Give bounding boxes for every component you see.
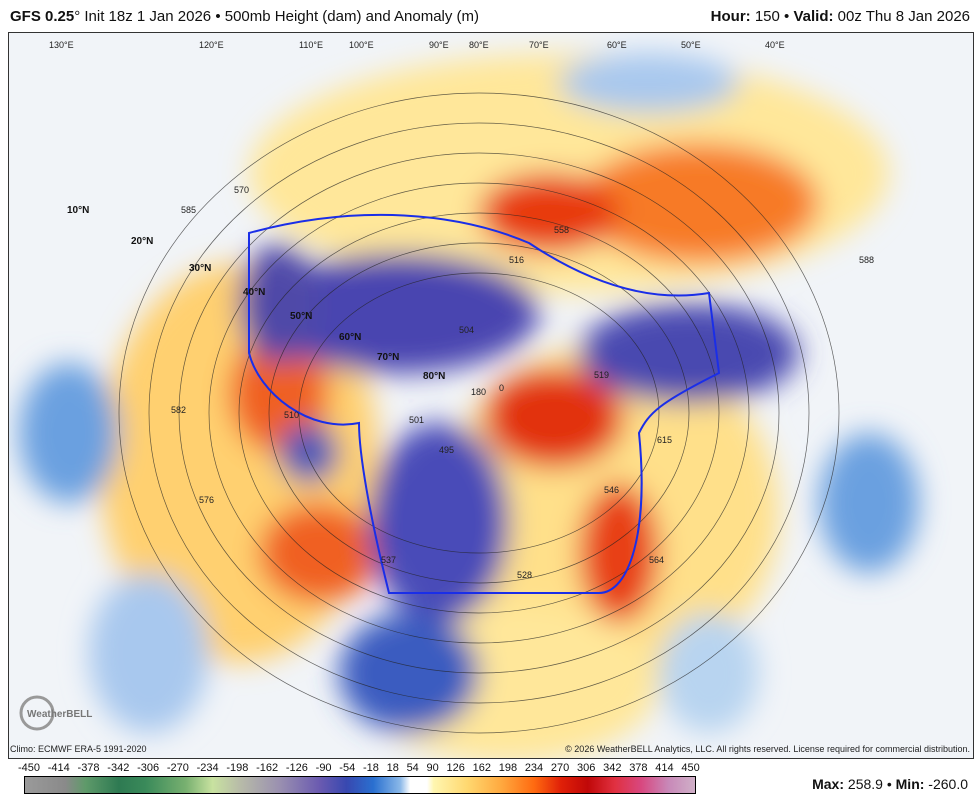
contour-label: 570 — [234, 185, 249, 195]
lon-label: 40°E — [765, 40, 785, 50]
anomaly-field — [19, 53, 919, 758]
max-min-stats: Max: 258.9 • Min: -260.0 — [812, 776, 968, 792]
lon-label: 80°E — [469, 40, 489, 50]
colorbar-tick-label: -54 — [339, 762, 356, 774]
colorbar-tick-label: -378 — [77, 762, 100, 774]
product-name: 500mb Height (dam) and Anomaly (m) — [224, 8, 480, 25]
contour-label: 564 — [649, 555, 664, 565]
contour-label: 519 — [594, 370, 609, 380]
contour-label: 576 — [199, 495, 214, 505]
min-label: Min: — [895, 776, 925, 792]
colorbar-tick-label: -90 — [315, 762, 332, 774]
contour-label: 582 — [171, 405, 186, 415]
contour-label: 501 — [409, 415, 424, 425]
colorbar-tick-label: -270 — [166, 762, 189, 774]
lon-label: 50°E — [681, 40, 701, 50]
separator: • — [784, 8, 790, 25]
contour-label: 180 — [471, 387, 486, 397]
colorbar-tick-label: 198 — [498, 762, 518, 774]
separator: • — [215, 8, 221, 25]
contour-labels: 570 585 582 576 516 558 504 510 519 501 … — [171, 185, 874, 580]
lon-label: 70°E — [529, 40, 549, 50]
contour-label: 558 — [554, 225, 569, 235]
colorbar-tick-label: -18 — [362, 762, 379, 774]
colorbar-tick-label: -126 — [285, 762, 308, 774]
hour-label: Hour: — [710, 8, 751, 25]
climo-note: Climo: ECMWF ERA-5 1991-2020 — [10, 744, 147, 754]
colorbar-tick-label: 378 — [629, 762, 648, 774]
colorbar-tick-label: 162 — [472, 762, 491, 774]
contour-label: 588 — [859, 255, 874, 265]
hour-value: 150 — [754, 8, 780, 25]
colorbar-tick-label: -162 — [256, 762, 279, 774]
valid-label: Valid: — [793, 8, 834, 25]
lon-label: 90°E — [429, 40, 449, 50]
degree: ° — [74, 8, 81, 25]
colorbar-tick-label: 414 — [655, 762, 674, 774]
height-contours — [118, 92, 840, 734]
map-svg: 10°N 20°N 30°N 40°N 50°N 60°N 70°N 80°N … — [19, 40, 919, 758]
colorbar-tick-label: -450 — [18, 762, 41, 774]
colorbar-tick-label: 450 — [681, 762, 700, 774]
model-name: GFS 0.25 — [10, 8, 75, 25]
longitude-labels: 130°E 120°E 110°E 100°E 90°E 80°E 70°E 6… — [49, 40, 785, 50]
contour-label: 0 — [499, 383, 504, 393]
540-dam-contour — [248, 213, 721, 594]
map-title: GFS 0.25° Init 18z 1 Jan 2026 • 500mb He… — [10, 8, 479, 25]
lat-label: 60°N — [339, 332, 361, 343]
colorbar-labels: -450 -414 -378 -342 -306 -270 -234 -198 -162 -126… — [18, 762, 700, 774]
lat-label: 30°N — [189, 263, 211, 274]
contour-label: 615 — [657, 435, 672, 445]
lat-label: 50°N — [290, 311, 312, 322]
colorbar-tick-label: 270 — [550, 762, 570, 774]
separator: • — [886, 776, 892, 792]
contour-label: 585 — [181, 205, 196, 215]
weather-map[interactable]: 10°N 20°N 30°N 40°N 50°N 60°N 70°N 80°N … — [8, 32, 974, 759]
lat-label: 20°N — [131, 236, 153, 247]
lon-label: 110°E — [299, 40, 323, 50]
colorbar-tick-label: 126 — [446, 762, 465, 774]
colorbar-tick-label: 306 — [577, 762, 596, 774]
valid-time-header: Hour: 150 • Valid: 00z Thu 8 Jan 2026 — [711, 8, 970, 25]
contour-label: 510 — [284, 410, 299, 420]
contour-label: 504 — [459, 325, 474, 335]
lon-label: 100°E — [349, 40, 374, 50]
lon-label: 120°E — [199, 40, 224, 50]
colorbar-tick-label: -306 — [137, 762, 160, 774]
lat-label: 10°N — [67, 205, 89, 216]
colorbar-tick-label: -234 — [196, 762, 219, 774]
colorbar-tick-label: 90 — [426, 762, 439, 774]
lat-label: 70°N — [377, 352, 399, 363]
contour-label: 546 — [604, 485, 619, 495]
logo-text: WeatherBELL — [27, 709, 92, 720]
copyright-note: © 2026 WeatherBELL Analytics, LLC. All r… — [565, 744, 970, 754]
lon-label: 130°E — [49, 40, 74, 50]
colorbar-tick-label: 342 — [603, 762, 622, 774]
lat-label: 80°N — [423, 371, 445, 382]
colorbar-tick-label: -342 — [107, 762, 130, 774]
valid-value: 00z Thu 8 Jan 2026 — [837, 8, 970, 25]
anomaly-colorbar — [24, 776, 696, 794]
contour-label: 537 — [381, 555, 396, 565]
colorbar-tick-label: 18 — [386, 762, 399, 774]
max-label: Max: — [812, 776, 845, 792]
weatherbell-logo: WeatherBELL — [19, 695, 92, 731]
contour-label: 528 — [517, 570, 532, 580]
max-value: 258.9 — [847, 776, 883, 792]
lon-label: 60°E — [607, 40, 627, 50]
contour-label: 495 — [439, 445, 454, 455]
colorbar-tick-label: 234 — [524, 762, 544, 774]
lat-label: 40°N — [243, 287, 265, 298]
contour-label: 516 — [509, 255, 524, 265]
colorbar-tick-label: 54 — [406, 762, 419, 774]
min-value: -260.0 — [928, 776, 968, 792]
colorbar-tick-label: -198 — [226, 762, 249, 774]
latitude-labels: 10°N 20°N 30°N 40°N 50°N 60°N 70°N 80°N — [67, 205, 445, 382]
colorbar-tick-label: -414 — [47, 762, 70, 774]
init-time: Init 18z 1 Jan 2026 — [84, 8, 212, 25]
